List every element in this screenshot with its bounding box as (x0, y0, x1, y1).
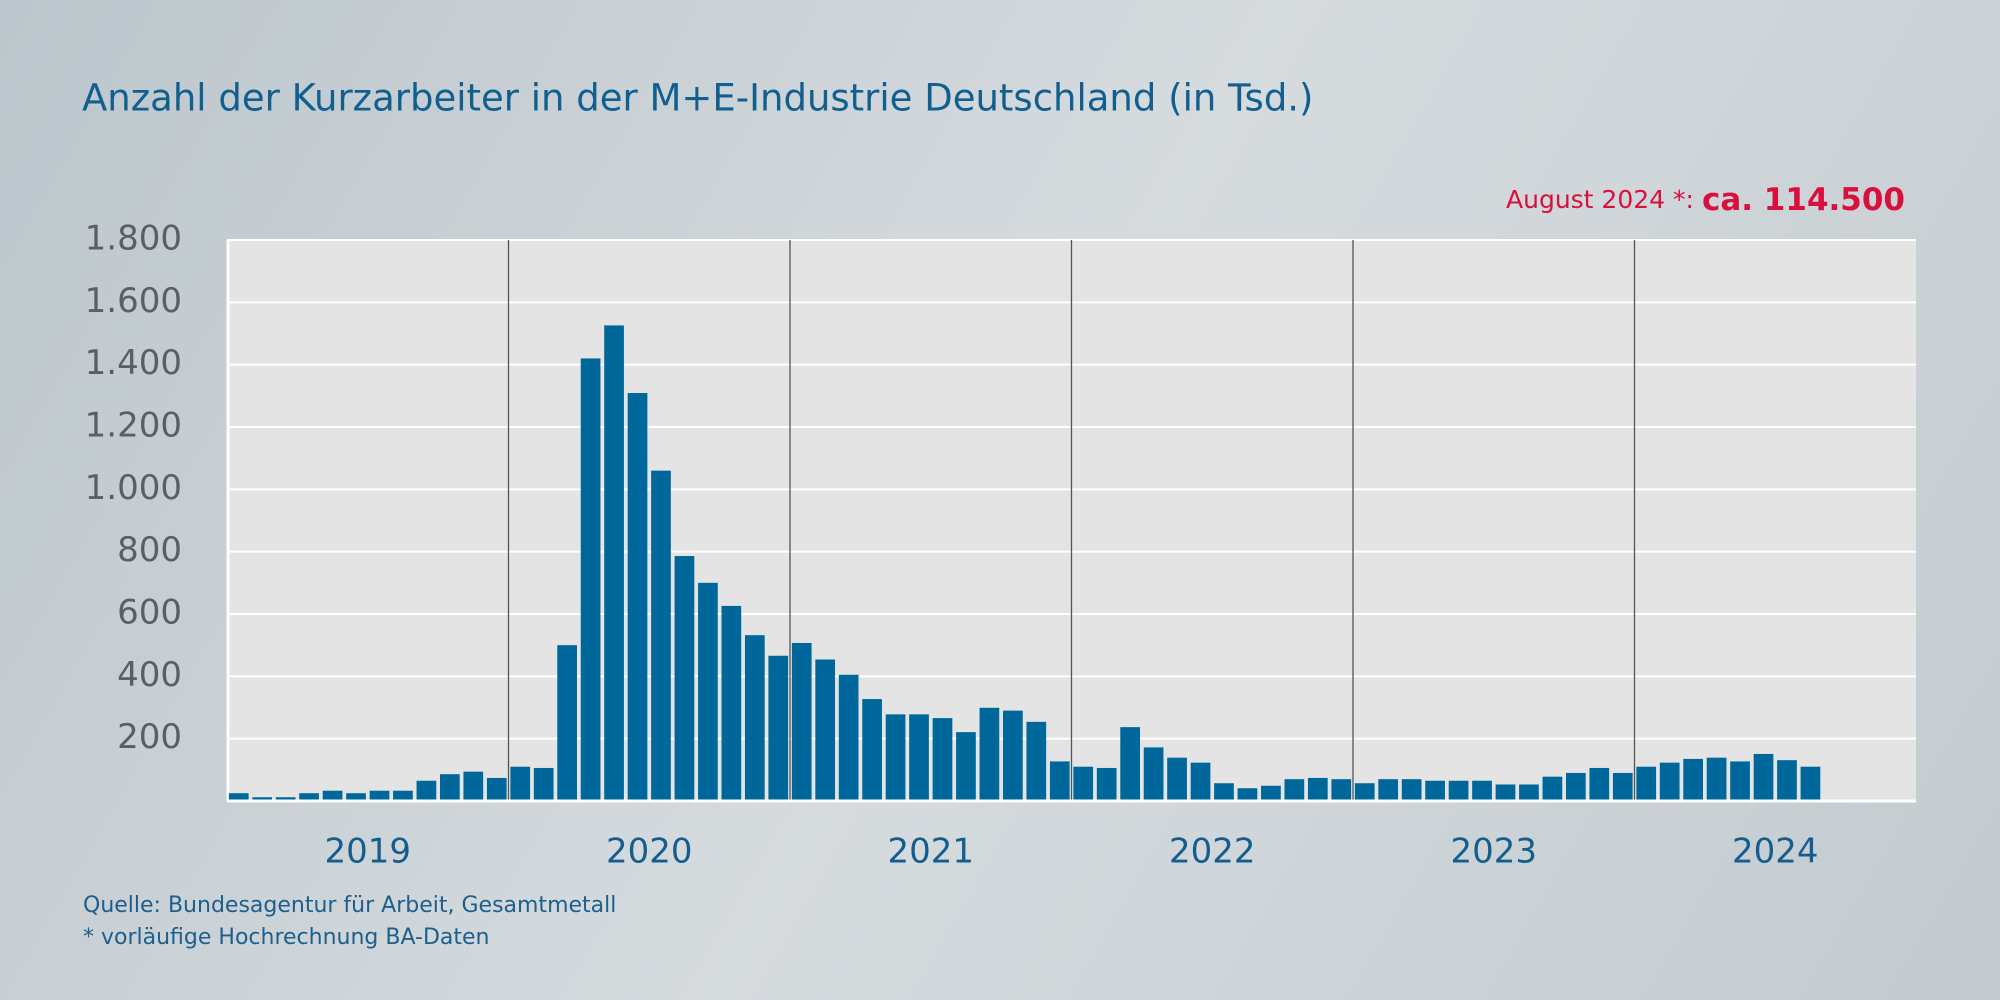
bar (1261, 785, 1281, 801)
bar (909, 714, 929, 801)
bar (698, 582, 718, 801)
chart-title: Anzahl der Kurzarbeiter in der M+E-Indus… (82, 77, 1314, 120)
bar (1167, 757, 1187, 801)
bar (1706, 757, 1727, 801)
bar (369, 790, 390, 801)
bar (1495, 784, 1516, 801)
bar (674, 556, 695, 801)
bar (956, 732, 976, 801)
x-tick-label: 2024 (1732, 832, 1819, 872)
bar (275, 797, 296, 801)
bar (1284, 779, 1305, 801)
y-tick-label: 200 (117, 717, 182, 757)
bar (862, 699, 882, 801)
bar (1143, 747, 1164, 801)
bar (1190, 762, 1211, 801)
bar (1448, 780, 1469, 801)
bar (932, 718, 953, 801)
bar (1425, 780, 1445, 801)
bar (463, 771, 484, 801)
x-tick-label: 2021 (887, 832, 974, 872)
bar (1800, 766, 1821, 801)
bar (1636, 766, 1657, 801)
y-tick-label: 1.400 (85, 343, 182, 383)
bar (627, 393, 648, 801)
bar (1542, 776, 1563, 801)
y-tick-label: 600 (117, 593, 182, 633)
bar (1307, 777, 1328, 801)
bar (1026, 721, 1047, 801)
y-tick-label: 1.800 (85, 219, 182, 259)
bar (510, 766, 531, 801)
bar (651, 470, 671, 801)
bar (1659, 762, 1680, 801)
y-tick-label: 1.200 (85, 406, 182, 446)
bar (416, 780, 437, 801)
bar (1003, 710, 1023, 801)
bar (721, 605, 742, 801)
y-tick-label: 1.600 (85, 281, 182, 321)
bar (815, 659, 836, 801)
bar (604, 325, 624, 801)
bar (557, 645, 577, 801)
bar (1519, 784, 1539, 801)
bar (1096, 767, 1117, 801)
bar (885, 714, 906, 801)
bar (1589, 767, 1610, 801)
bar (1354, 783, 1375, 801)
bar (1331, 779, 1352, 801)
bar (979, 707, 1000, 801)
bar (768, 655, 789, 801)
bar (1753, 753, 1774, 801)
x-tick-label: 2019 (324, 832, 411, 872)
y-tick-label: 1.000 (85, 468, 182, 508)
x-tick-label: 2023 (1450, 832, 1537, 872)
bar (486, 777, 507, 801)
y-tick-label: 800 (117, 530, 182, 570)
bar (1237, 788, 1258, 801)
bar (1683, 758, 1703, 801)
bar (1378, 779, 1399, 801)
annotation-label: August 2024 *: (1506, 185, 1694, 214)
y-tick-label: 400 (117, 655, 182, 695)
bar (393, 790, 413, 801)
bar (1401, 779, 1422, 801)
bar (744, 635, 765, 801)
bar (838, 674, 859, 801)
bar (228, 793, 249, 801)
bar (533, 767, 554, 801)
x-tick-label: 2020 (606, 832, 693, 872)
bar (1073, 766, 1094, 801)
bar (299, 793, 319, 801)
bar (1472, 780, 1492, 801)
annotation-value: ca. 114.500 (1702, 182, 1905, 218)
bar (322, 790, 343, 801)
bar (1120, 727, 1140, 801)
bar (440, 774, 460, 801)
bar (1730, 761, 1750, 801)
bar (1777, 760, 1797, 801)
bar (580, 358, 601, 801)
bar (1049, 761, 1070, 801)
bar (1612, 772, 1633, 801)
footnote: * vorläufige Hochrechnung BA-Daten (83, 925, 490, 950)
x-tick-label: 2022 (1169, 832, 1256, 872)
source-note: Quelle: Bundesagentur für Arbeit, Gesamt… (83, 893, 616, 918)
bar (1214, 783, 1234, 801)
bar (1566, 772, 1586, 801)
annotation: August 2024 *: ca. 114.500 (1506, 182, 1905, 218)
bar (252, 797, 273, 801)
bar (791, 642, 812, 801)
bar (346, 793, 366, 801)
